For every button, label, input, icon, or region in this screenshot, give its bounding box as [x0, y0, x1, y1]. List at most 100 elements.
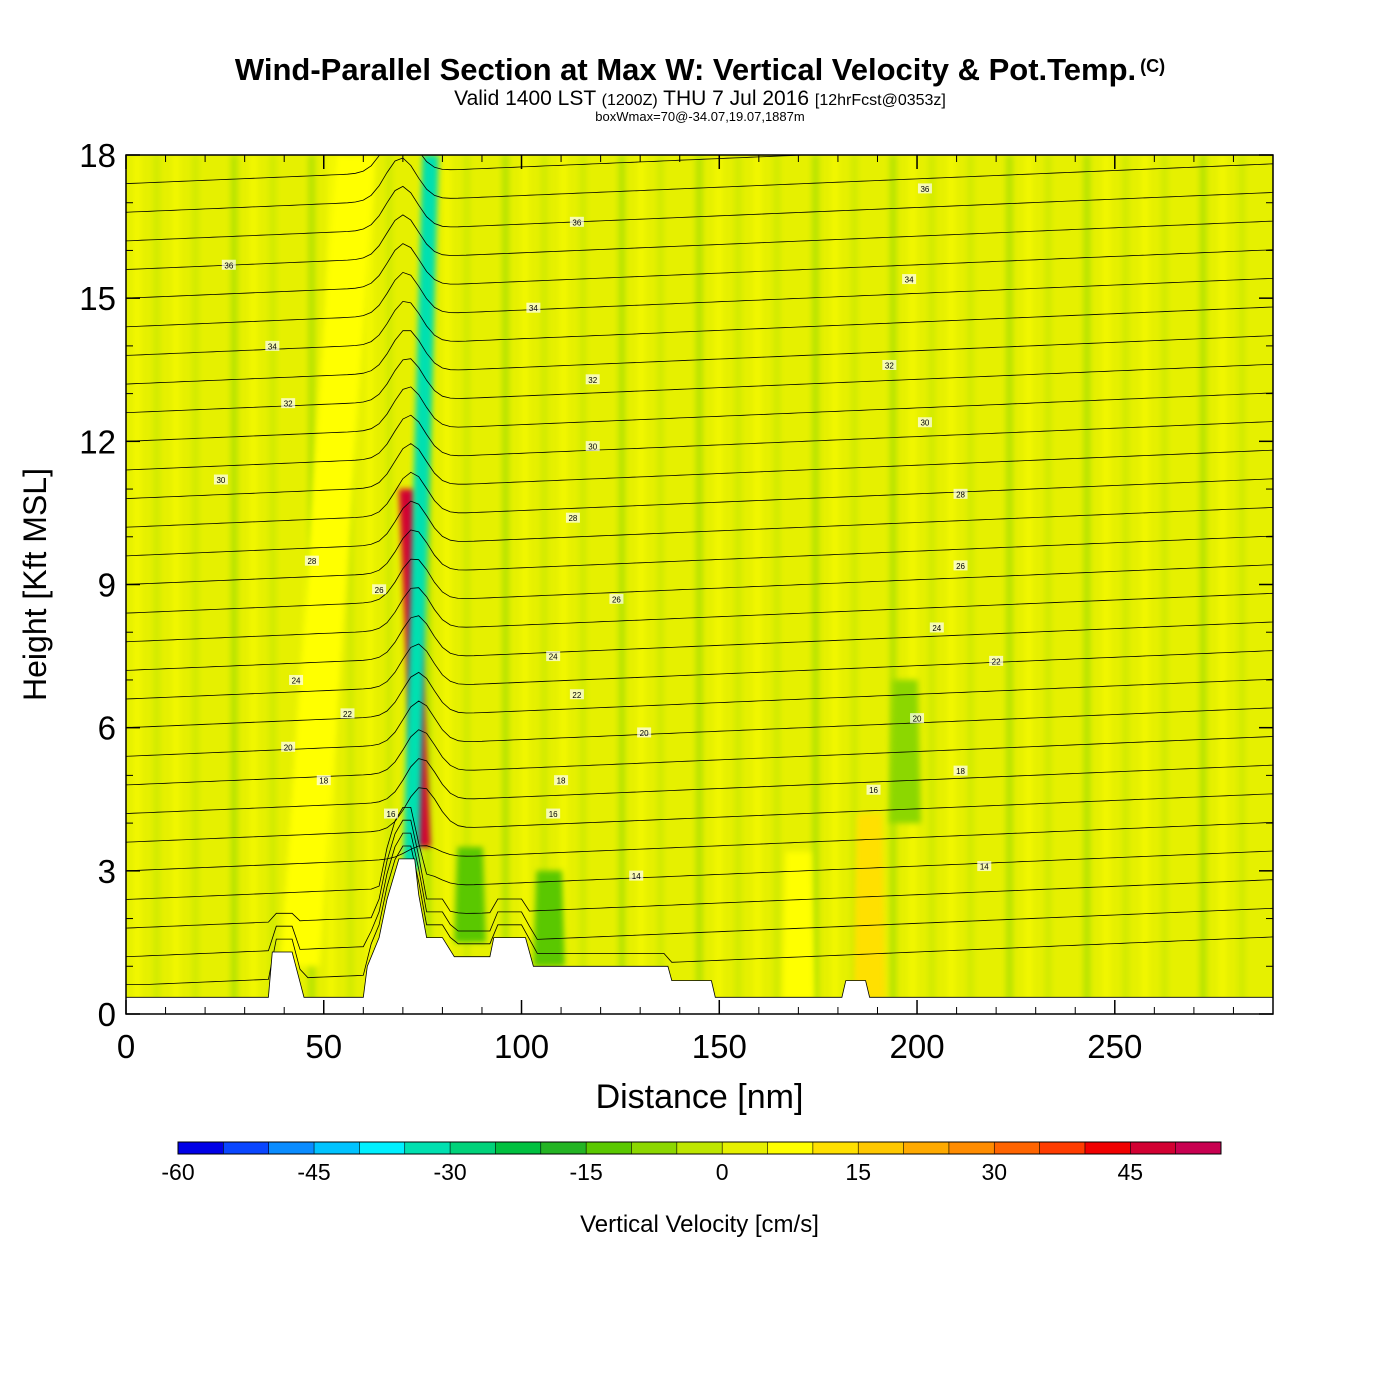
field-band — [928, 155, 936, 1014]
theta-contour-label: 18 — [316, 775, 331, 786]
theta-contour-line — [126, 185, 1273, 242]
theta-label-backdrop — [917, 417, 932, 428]
theta-contours — [126, 155, 1273, 985]
field-band — [773, 155, 781, 1014]
theta-label-backdrop — [289, 674, 304, 685]
theta-label-backdrop — [910, 713, 925, 724]
theta-label-text: 16 — [549, 810, 558, 819]
theta-label-text: 16 — [387, 810, 396, 819]
theta-contour-label: 30 — [213, 474, 228, 485]
theta-label-backdrop — [977, 861, 992, 872]
copyright-mark: (C) — [1140, 56, 1166, 76]
field-feature-main-downdraft-core — [402, 155, 439, 871]
field-band — [1199, 155, 1207, 1014]
theta-contour-label: 28 — [565, 512, 580, 523]
field-band — [1238, 155, 1246, 1014]
colorbar-tick-label: 30 — [981, 1159, 1007, 1185]
theta-contour-label: 16 — [546, 808, 561, 819]
theta-label-backdrop — [569, 689, 584, 700]
theta-label-text: 32 — [885, 361, 894, 370]
colorbar-swatch — [722, 1142, 769, 1154]
theta-label-backdrop — [546, 651, 561, 662]
theta-label-text: 20 — [284, 743, 293, 752]
field-band — [540, 155, 548, 1014]
theta-contour-line — [126, 832, 1273, 958]
y-tick-label: 6 — [98, 710, 116, 747]
field-band — [560, 155, 568, 1014]
x-tick-label: 150 — [692, 1028, 747, 1065]
colorbar-swatch — [450, 1142, 496, 1154]
theta-contour-line — [126, 671, 1273, 729]
theta-label-text: 34 — [905, 276, 914, 285]
field-band — [502, 155, 509, 1014]
theta-contour-label: 24 — [929, 622, 944, 633]
y-axis-label: Height [Kft MSL] — [17, 468, 53, 701]
theta-contour-line — [126, 529, 1273, 585]
theta-contour-label: 36 — [221, 259, 236, 270]
colorbar-label: Vertical Velocity [cm/s] — [580, 1211, 819, 1238]
theta-label-backdrop — [629, 870, 644, 881]
theta-contour-label: 32 — [281, 398, 296, 409]
theta-contour-label: 30 — [585, 441, 600, 452]
y-tick-label: 9 — [98, 567, 116, 604]
colorbar-tick-label: 0 — [716, 1159, 729, 1185]
y-tick-label: 3 — [98, 853, 116, 890]
colorbar-swatch — [223, 1142, 270, 1154]
zulu-time: (1200Z) — [601, 92, 658, 109]
field-band — [618, 155, 626, 1014]
theta-label-text: 14 — [980, 863, 989, 872]
field-band — [1025, 155, 1033, 1014]
theta-label-backdrop — [213, 474, 228, 485]
theta-contour-line — [126, 386, 1273, 442]
field-band — [637, 155, 645, 1014]
colorbar-tick-label: 45 — [1118, 1159, 1144, 1185]
field-band — [715, 155, 723, 1014]
theta-contour-line — [126, 500, 1273, 557]
theta-contour-label: 20 — [910, 713, 925, 724]
colorbar-swatch — [178, 1142, 224, 1154]
theta-contour-label: 34 — [526, 302, 541, 313]
forecast-info: [12hrFcst@0353z] — [814, 92, 946, 109]
colorbar-swatch — [495, 1142, 542, 1154]
colorbar-swatch — [314, 1142, 360, 1154]
theta-label-text: 20 — [640, 729, 649, 738]
theta-label-backdrop — [917, 183, 932, 194]
theta-contour-label: 22 — [569, 689, 584, 700]
theta-contour-line — [126, 214, 1273, 270]
theta-label-text: 32 — [588, 376, 597, 385]
field-band — [812, 155, 819, 1014]
field-feature-updraft-near-190 — [853, 813, 886, 1000]
field-band — [288, 155, 296, 1014]
field-band — [1044, 155, 1052, 1014]
colorbar-swatch — [767, 1142, 814, 1154]
theta-label-text: 22 — [343, 710, 352, 719]
theta-contour-line — [126, 243, 1273, 299]
theta-contour-label: 22 — [340, 708, 355, 719]
theta-contour-line — [126, 330, 1273, 385]
colorbar-swatch — [1130, 1142, 1177, 1154]
theta-label-backdrop — [383, 808, 398, 819]
colorbar-swatch — [1175, 1142, 1222, 1154]
theta-contour-label: 14 — [629, 870, 644, 881]
velocity-field — [126, 155, 1284, 1014]
theta-contour-line — [126, 157, 1273, 213]
field-band — [1277, 155, 1284, 1014]
theta-label-backdrop — [989, 655, 1004, 666]
theta-contour-label: 16 — [866, 784, 881, 795]
theta-contour-line — [126, 271, 1273, 328]
theta-contour-label: 24 — [546, 651, 561, 662]
field-band — [192, 155, 199, 1014]
field-band — [986, 155, 994, 1014]
theta-label-text: 32 — [284, 400, 293, 409]
colorbar-swatch — [268, 1142, 315, 1154]
colorbar-swatch — [631, 1142, 678, 1154]
chart-title-text: Wind-Parallel Section at Max W: Vertical… — [234, 52, 1137, 87]
field-band — [909, 155, 916, 1014]
field-band — [172, 155, 180, 1014]
theta-label-backdrop — [953, 560, 968, 571]
colorbar-swatch — [404, 1142, 451, 1154]
theta-contour-label: 28 — [953, 488, 968, 499]
field-band — [831, 155, 839, 1014]
theta-contour-label: 22 — [989, 655, 1004, 666]
